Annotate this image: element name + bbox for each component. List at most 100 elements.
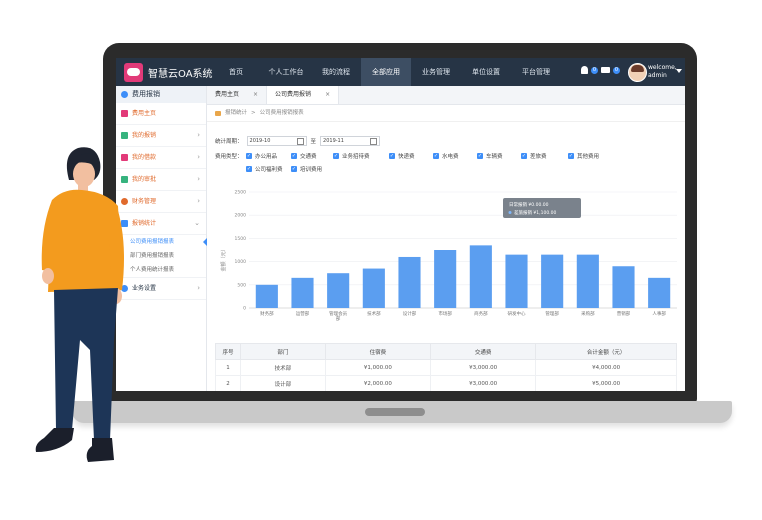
bar[interactable] [505,254,528,308]
expense-icon [121,91,128,98]
home-icon [121,110,128,117]
chart-icon [121,220,128,227]
brand-title: 智慧云OA系统 [148,69,213,80]
checkbox-vehicle[interactable]: ✓ 车辆费 [477,152,503,160]
top-bar: 智慧云OA系统 首页 个人工作台 我的流程 全部应用 业务管理 单位设置 平台管… [116,58,685,86]
logo-icon [124,63,143,82]
folder-icon [215,110,221,116]
user-welcome[interactable]: welcome, admin [648,64,677,80]
sidebar-item-label: 我的报销 [132,132,157,139]
checkbox-travel[interactable]: ✓ 差旅费 [521,152,547,160]
start-date-input[interactable]: 2019-10 [246,136,307,146]
sidebar-item-my-approval[interactable]: 我的审批 › [116,169,206,191]
type-label: 费用类型： [215,154,243,160]
close-icon[interactable]: × [325,91,331,98]
close-icon[interactable]: × [253,91,259,98]
checkbox-courier[interactable]: ✓ 快递费 [389,152,415,160]
nav-home[interactable]: 首页 [229,68,243,76]
check-icon: ✓ [568,153,574,159]
checkbox-welfare[interactable]: ✓ 公司福利费 [246,165,283,173]
avatar[interactable] [628,63,647,82]
bar[interactable] [291,277,314,308]
laptop-notch [365,408,425,416]
chart-tooltip: 日常报销 ¥0.00.00 差旅报销 ¥1,100.00 [503,198,581,218]
table-cell: ¥4,000.00 [535,359,677,376]
checkbox-label: 差旅费 [530,154,547,160]
tab-company-expense[interactable]: 公司费用报销 × [267,86,340,104]
sidebar-item-label: 业务设置 [132,285,157,292]
sidebar-item-my-loan[interactable]: 我的借款 › [116,147,206,169]
bar[interactable] [648,277,671,308]
checkbox-training[interactable]: ✓ 培训费用 [291,165,322,173]
check-icon: ✓ [291,153,297,159]
table-cell: ¥5,000.00 [535,375,677,391]
checkbox-entertain[interactable]: ✓ 业务招待费 [333,152,370,160]
sidebar-item-settings[interactable]: 业务设置 › [116,277,206,300]
person-illustration [35,147,124,462]
nav-my-process[interactable]: 我的流程 [322,68,350,76]
settings-icon [121,285,128,292]
x-tick-label: 商务部 [474,310,488,317]
col-header-lodging: 住宿费 [324,343,432,360]
sidebar-sub-company-report[interactable]: 公司费用报销报表 [116,235,207,249]
calendar-icon [370,138,378,145]
sidebar-sub-dept-report[interactable]: 部门费用报销报表 [130,253,175,259]
col-header-transport: 交通费 [429,343,537,360]
mail-icon[interactable] [601,67,610,73]
bar[interactable] [541,254,564,308]
nav-all-apps[interactable]: 全部应用 [361,58,411,86]
sidebar-item-statistics[interactable]: 报销统计 ⌄ [116,213,206,235]
table-cell: 1 [215,359,241,376]
table-row[interactable]: 2 设计部 ¥2,000.00 ¥3,000.00 ¥5,000.00 [215,375,677,391]
sidebar-header: 费用报销 [116,86,206,103]
document-icon [121,132,128,139]
x-tick-label: 运营部 [296,310,310,317]
breadcrumb-separator: > [251,110,256,116]
table-cell: ¥3,000.00 [429,359,537,376]
checkbox-office[interactable]: ✓ 办公用品 [246,152,277,160]
bar[interactable] [612,266,635,308]
sidebar-item-finance[interactable]: 财务管理 › [116,191,206,213]
nav-platform[interactable]: 平台管理 [522,68,550,76]
bar[interactable] [398,256,421,308]
col-header-index: 序号 [215,343,241,360]
y-axis-label: 金额（元） [220,246,227,271]
bar[interactable] [255,284,278,308]
bar[interactable] [469,245,492,308]
bar-chart: 金额（元） 0 500 1000 1500 2000 2500 财务部 运营部 管理会员部 技术… [220,190,677,322]
chevron-down-icon[interactable] [676,69,682,73]
table-row[interactable]: 1 技术部 ¥1,000.00 ¥3,000.00 ¥4,000.00 [215,359,677,376]
checkbox-utility[interactable]: ✓ 水电费 [433,152,459,160]
y-tick-label: 2000 [235,213,247,219]
checkbox-transport[interactable]: ✓ 交通费 [291,152,317,160]
bar[interactable] [576,254,599,308]
top-icons: 0 0 [581,66,620,74]
tab-label: 公司费用报销 [275,91,312,98]
breadcrumb-parent[interactable]: 报销统计 [225,110,248,116]
bar[interactable] [434,250,457,308]
bar[interactable] [327,273,350,308]
sidebar-item-expense-home[interactable]: 费用主页 [116,103,206,125]
check-icon: ✓ [246,166,252,172]
nav-business[interactable]: 业务管理 [422,68,450,76]
breadcrumb-current: 公司费用报销报表 [259,110,304,116]
table-cell: 设计部 [240,375,326,391]
bell-icon[interactable] [581,66,588,74]
sidebar-item-label: 我的借款 [132,154,157,161]
welcome-text: welcome, [648,64,677,71]
col-header-total: 合计金额（元） [535,343,677,360]
breadcrumb: 报销统计 > 公司费用报销报表 [207,105,685,122]
mail-badge: 0 [613,66,620,74]
sidebar-sub-personal-report[interactable]: 个人费用统计报表 [130,267,175,273]
check-icon: ✓ [433,153,439,159]
tab-expense-home[interactable]: 费用主页 × [207,86,268,104]
nav-workbench[interactable]: 个人工作台 [268,68,304,76]
bar[interactable] [362,268,385,308]
checkbox-label: 水电费 [442,154,459,160]
end-date-input[interactable]: 2019-11 [320,136,381,146]
table-cell: ¥3,000.00 [429,375,537,391]
main-content: 费用主页 × 公司费用报销 × 报销统计 > 公司费用报销报表 统计周期： 20… [207,86,685,391]
sidebar-item-my-reimburse[interactable]: 我的报销 › [116,125,206,147]
nav-unit-settings[interactable]: 单位设置 [472,68,500,76]
checkbox-other[interactable]: ✓ 其他费用 [568,152,599,160]
